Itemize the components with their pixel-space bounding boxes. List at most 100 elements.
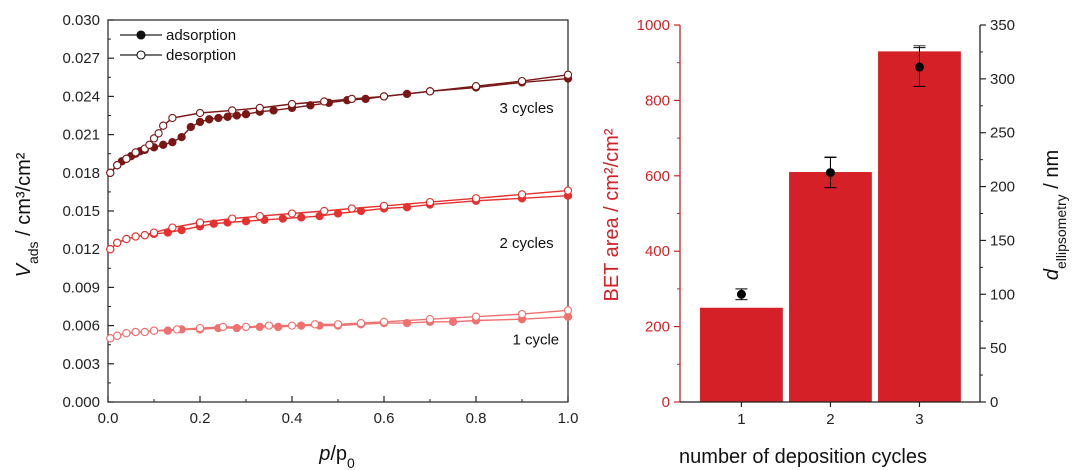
desorption-point — [264, 321, 274, 330]
isotherm-x-tick-label: 0.8 — [466, 410, 487, 427]
isotherm-y-tick-label: 0.024 — [62, 88, 100, 105]
isotherm-y-tick-label: 0.000 — [62, 394, 100, 411]
desorption-point — [310, 320, 320, 329]
desorption-point — [347, 204, 356, 213]
isotherm-y-tick-label: 0.006 — [62, 318, 100, 335]
ellipsometry-tick-label: 350 — [990, 17, 1015, 34]
isotherm-series-2 — [106, 186, 573, 254]
desorption-point — [106, 168, 115, 177]
isotherm-series — [106, 70, 573, 343]
desorption-point — [195, 218, 205, 227]
bet-left-tick-label: 800 — [645, 92, 670, 109]
adsorption-point — [214, 113, 223, 123]
desorption-point — [563, 70, 573, 79]
desorption-point — [471, 82, 481, 91]
adsorption-point — [177, 132, 186, 142]
desorption-point — [333, 320, 343, 329]
desorption-point — [149, 228, 159, 237]
desorption-point — [145, 140, 154, 149]
desorption-point — [172, 325, 182, 334]
desorption-point — [113, 331, 122, 340]
adsorption-point — [168, 138, 177, 147]
desorption-point — [287, 321, 297, 330]
adsorption-point — [297, 213, 306, 222]
ellipsometry-point — [825, 168, 835, 178]
legend-marker — [136, 50, 146, 60]
desorption-point — [425, 87, 435, 96]
isotherm-x-tick-label: 0.6 — [374, 410, 395, 427]
ellipsometry-axis-title-sub: ellipsometry — [1053, 194, 1069, 269]
isotherm-x-tick-label: 0.2 — [190, 410, 211, 427]
desorption-point — [113, 238, 122, 247]
bet-x-tick-label: 1 — [737, 411, 745, 428]
legend-label: desorption — [166, 47, 236, 64]
desorption-point — [320, 97, 329, 106]
adsorption-point — [269, 106, 278, 115]
isotherm-x-axis-title-rest: /p — [330, 443, 347, 465]
adsorption-point — [159, 140, 168, 149]
bet-left-tick-label: 1000 — [637, 17, 670, 34]
desorption-point — [168, 223, 177, 232]
isotherm-y-ticks: 0.000 0.003 0.006 0.009 0.012 0.015 0.018 0.021… — [62, 12, 114, 411]
isotherm-y-axis-title: Vads / cm³/cm² — [13, 152, 41, 277]
ellipsometry-axis-title-italic: d — [1041, 268, 1063, 280]
desorption-point — [255, 103, 264, 113]
desorption-point — [113, 161, 122, 170]
adsorption-point — [306, 101, 315, 110]
desorption-point — [154, 129, 163, 138]
desorption-point — [563, 306, 573, 315]
adsorption-point — [205, 115, 214, 124]
isotherm-series-1 — [106, 306, 573, 343]
isotherm-y-axis-title-sub: ads — [25, 241, 41, 264]
ellipsometry-point — [736, 289, 746, 299]
series-annotation: 3 cycles — [500, 100, 554, 117]
isotherm-y-tick-label: 0.012 — [62, 241, 100, 258]
adsorption-point — [209, 219, 218, 228]
series-annotation: 2 cycles — [500, 235, 554, 252]
isotherm-y-axis-title-italic: V — [13, 262, 35, 277]
adsorption-point — [223, 112, 232, 121]
ellipsometry-tick-label: 250 — [990, 125, 1015, 142]
desorption-point — [287, 209, 297, 218]
desorption-point — [425, 315, 435, 324]
bet-left-y-ticks: 0 200 400 600 800 1000 — [637, 17, 680, 411]
desorption-point — [131, 327, 140, 337]
desorption-point — [218, 322, 228, 332]
bet-left-tick-label: 600 — [645, 168, 670, 185]
desorption-point — [122, 154, 131, 163]
isotherm-y-tick-label: 0.009 — [62, 279, 100, 296]
desorption-point — [320, 206, 329, 216]
desorption-point — [106, 245, 115, 254]
desorption-point — [255, 211, 264, 221]
adsorption-point — [186, 122, 195, 132]
adsorption-point — [232, 323, 241, 333]
desorption-point — [228, 214, 237, 223]
adsorption-point — [177, 225, 186, 235]
ellipsometry-tick-label: 150 — [990, 232, 1015, 249]
ellipsometry-tick-label: 50 — [990, 340, 1007, 357]
ellipsometry-axis-title-rest: / nm — [1041, 150, 1063, 194]
desorption-point — [122, 329, 131, 338]
isotherm-x-tick-label: 0.4 — [282, 410, 303, 427]
isotherm-x-ticks: 0.0 0.2 0.4 0.6 0.8 1.0 — [98, 396, 578, 427]
desorption-point — [149, 326, 159, 335]
isotherm-annotations: 1 cycle 2 cycles 3 cycles — [500, 100, 560, 349]
desorption-point — [195, 108, 205, 118]
bet-x-tick-label: 3 — [915, 411, 923, 428]
desorption-point — [122, 234, 131, 244]
legend-marker — [136, 30, 146, 40]
isotherm-y-tick-label: 0.015 — [62, 203, 100, 220]
adsorption-point — [315, 211, 324, 221]
desorption-point — [140, 327, 149, 337]
adsorption-line — [109, 77, 569, 174]
desorption-point — [471, 194, 481, 203]
bet-bar — [700, 307, 783, 402]
desorption-point — [287, 99, 297, 109]
isotherm-y-tick-label: 0.030 — [62, 12, 100, 29]
desorption-point — [517, 76, 527, 86]
desorption-point — [159, 121, 168, 130]
ellipsometry-right-y-ticks: 0 50 100 150 200 250 300 350 — [980, 17, 1015, 411]
adsorption-point — [361, 94, 370, 104]
